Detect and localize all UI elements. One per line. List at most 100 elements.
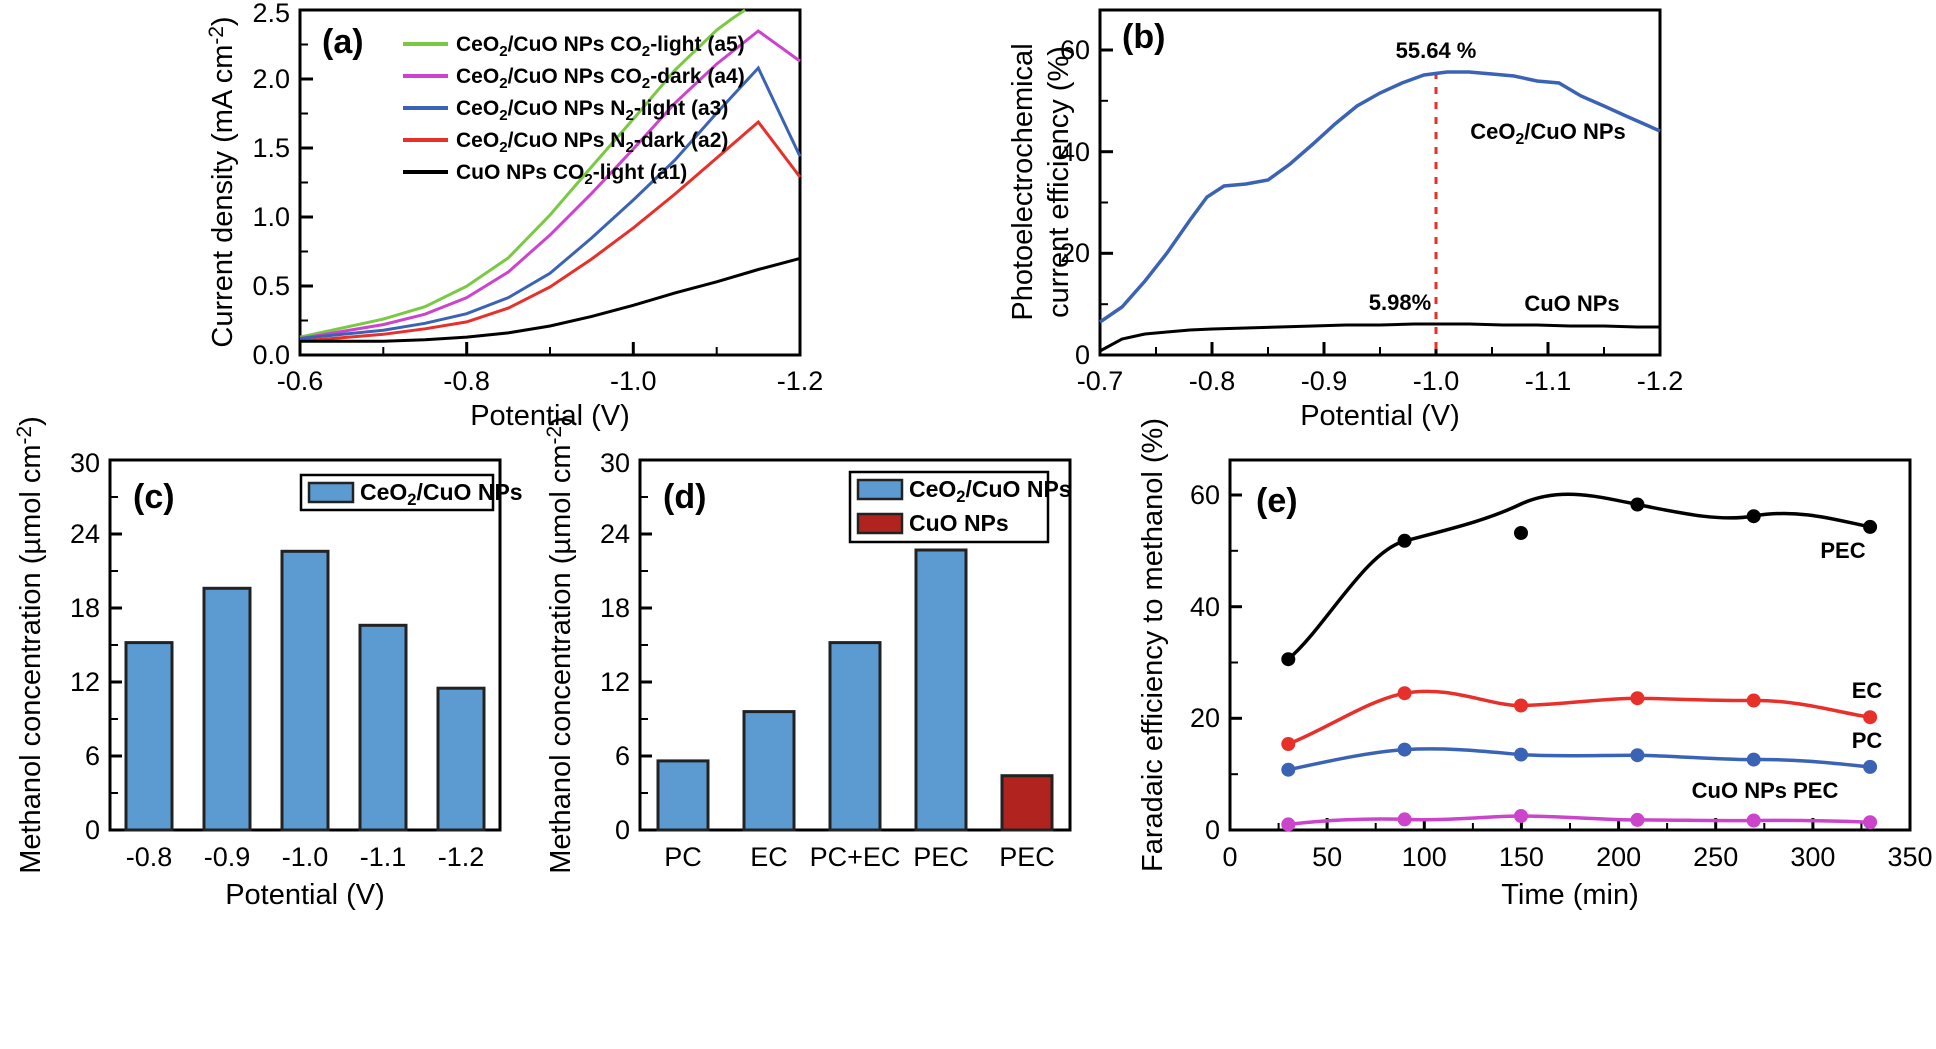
panel-d-legend-label-ceo2cuo: CeO2/CuO NPs [909, 476, 1072, 506]
panel-e-label-pec: PEC [1820, 538, 1865, 563]
series-a2 [299, 119, 802, 343]
svg-text:1.0: 1.0 [252, 202, 290, 232]
svg-text:-1.2: -1.2 [777, 366, 824, 396]
panel-d-x-tick-labels: PC EC PC+EC PEC PEC [664, 842, 1055, 872]
svg-text:-1.2: -1.2 [438, 842, 485, 872]
series-a3 [299, 65, 802, 340]
bar-c-1 [124, 641, 174, 832]
svg-text:12: 12 [600, 667, 630, 697]
panel-e-y-axis-title: Faradaic efficiency to methanol (%) [1137, 418, 1169, 872]
panel-b-frame [1098, 8, 1662, 357]
panel-a-curves [299, 8, 802, 343]
panel-c-y-ticks [110, 458, 122, 832]
panel-e-x-ticks [1228, 818, 1912, 830]
svg-text:24: 24 [70, 519, 100, 549]
panel-a-x-axis-title: Potential (V) [470, 400, 630, 432]
bar-c-5 [436, 686, 486, 832]
svg-text:250: 250 [1693, 842, 1738, 872]
series-a5 [299, 8, 746, 339]
svg-text:-0.8: -0.8 [1189, 366, 1236, 396]
svg-text:18: 18 [600, 593, 630, 623]
panel-c-y-axis-title: Methanol concentration (µmol cm-2) [13, 416, 47, 874]
panel-d-y-ticks [640, 458, 652, 832]
bar-d-5 [1000, 774, 1054, 832]
series-a1 [300, 256, 801, 343]
panel-e-series-pec-markers [1281, 497, 1878, 667]
panel-d-bars [656, 548, 1054, 832]
legend-item-a4: CeO2/CuO NPs CO2-dark (a4) [403, 65, 745, 92]
svg-text:20: 20 [1190, 703, 1220, 733]
legend-item-a2: CeO2/CuO NPs N2-dark (a2) [403, 129, 728, 156]
panel-a-tag: (a) [322, 23, 364, 61]
svg-text:24: 24 [600, 519, 630, 549]
panel-b-y-ticks [1100, 48, 1113, 357]
svg-text:1.5: 1.5 [252, 133, 290, 163]
panel-b-annotation-cuo-label: CuO NPs [1524, 291, 1619, 316]
panel-d-legend-swatch-cuo [856, 512, 904, 535]
panel-b-x-tick-labels: -0.7 -0.8 -0.9 -1.0 -1.1 -1.2 [1077, 366, 1684, 396]
panel-c-y-tick-labels: 0 6 12 18 24 30 [70, 448, 100, 845]
panel-d-y-tick-labels: 0 6 12 18 24 30 [600, 448, 630, 845]
panel-b-x-axis-title: Potential (V) [1300, 400, 1460, 432]
svg-text:-0.6: -0.6 [277, 366, 324, 396]
panel-b-annotation-cuo-value: 5.98% [1369, 290, 1431, 315]
svg-text:0: 0 [615, 815, 630, 845]
svg-text:150: 150 [1499, 842, 1544, 872]
svg-text:60: 60 [1060, 35, 1090, 65]
svg-text:-1.0: -1.0 [282, 842, 329, 872]
panel-c-tag: (c) [133, 478, 175, 516]
series-a4 [299, 29, 801, 340]
panel-b-series-ceo2cuo [1099, 70, 1661, 324]
panel-d-legend-swatch-ceo2cuo [856, 478, 904, 501]
panel-d-svg: 0 6 12 18 24 30 PC EC PC+EC PEC PEC [543, 416, 1072, 874]
svg-text:0: 0 [85, 815, 100, 845]
panel-e-x-tick-labels: 0 50 100 150 200 250 300 350 [1222, 842, 1932, 872]
bar-d-1 [656, 759, 710, 832]
panel-a-legend: CeO2/CuO NPs CO2-light (a5) CeO2/CuO NPs… [403, 33, 745, 188]
legend-label-a3: CeO2/CuO NPs N2-light (a3) [456, 97, 728, 124]
svg-text:30: 30 [600, 448, 630, 478]
bar-c-3 [280, 549, 330, 832]
panel-c-bars [124, 549, 486, 832]
panel-c: 0 6 12 18 24 30 -0.8 -0.9 -1.0 -1.1 -1 [0, 416, 523, 1049]
panel-a-x-tick-labels: -0.6 -0.8 -1.0 -1.2 [277, 366, 824, 396]
panel-c-x-axis-title: Potential (V) [225, 879, 385, 911]
legend-label-a2: CeO2/CuO NPs N2-dark (a2) [456, 129, 728, 156]
panel-e-label-ec: EC [1852, 678, 1883, 703]
svg-text:0.0: 0.0 [252, 340, 290, 370]
svg-text:0: 0 [1075, 340, 1090, 370]
svg-text:100: 100 [1402, 842, 1447, 872]
bar-d-4 [914, 548, 968, 832]
panel-b-tag: (b) [1122, 18, 1165, 56]
svg-text:6: 6 [615, 741, 630, 771]
legend-label-a5: CeO2/CuO NPs CO2-light (a5) [456, 33, 745, 60]
svg-text:PEC: PEC [913, 842, 969, 872]
panel-d-tag: (d) [663, 478, 706, 516]
bar-c-2 [202, 586, 252, 832]
bar-c-4 [358, 623, 408, 832]
svg-text:-0.9: -0.9 [1301, 366, 1348, 396]
svg-text:40: 40 [1060, 137, 1090, 167]
svg-text:-0.8: -0.8 [126, 842, 173, 872]
svg-text:0: 0 [1205, 815, 1220, 845]
svg-text:-1.1: -1.1 [1525, 366, 1572, 396]
svg-text:-1.0: -1.0 [610, 366, 657, 396]
svg-text:200: 200 [1596, 842, 1641, 872]
panel-d-legend: CeO2/CuO NPs CuO NPs [848, 470, 1072, 544]
panel-e-x-axis-title: Time (min) [1501, 879, 1638, 911]
svg-text:-0.9: -0.9 [204, 842, 251, 872]
panel-c-x-tick-labels: -0.8 -0.9 -1.0 -1.1 -1.2 [126, 842, 485, 872]
panel-b-y-tick-labels: 0 20 40 60 [1060, 35, 1090, 370]
panel-e-svg: 0 20 40 60 [1137, 418, 1933, 911]
svg-text:2.5: 2.5 [252, 0, 290, 28]
panel-c-svg: 0 6 12 18 24 30 -0.8 -0.9 -1.0 -1.1 -1 [13, 416, 523, 911]
svg-text:30: 30 [70, 448, 100, 478]
panel-e: 0 20 40 60 [1110, 418, 1936, 1049]
panel-e-series-cuo-markers [1281, 809, 1878, 832]
svg-text:18: 18 [70, 593, 100, 623]
panel-e-series-pc-markers [1281, 742, 1878, 777]
panel-e-label-pc: PC [1852, 728, 1883, 753]
panel-c-legend: CeO2/CuO NPs [299, 473, 523, 512]
panel-b-annotation-peak: 55.64 % [1396, 38, 1477, 63]
